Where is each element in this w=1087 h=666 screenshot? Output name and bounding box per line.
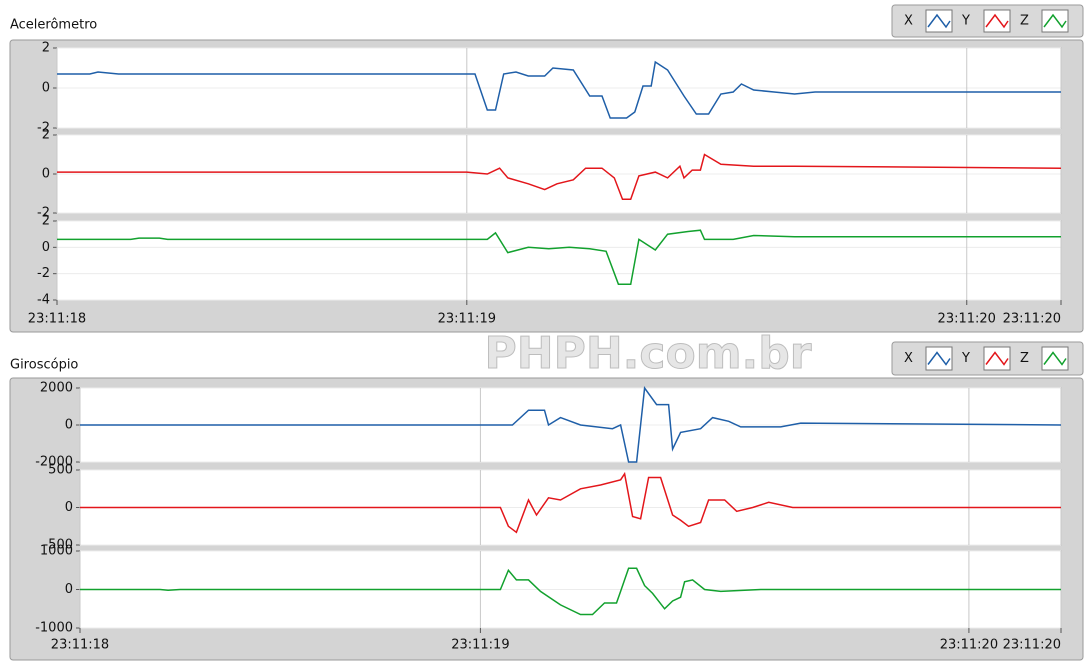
- legend-label: Z: [1020, 351, 1029, 366]
- panel-title: Giroscópio: [10, 358, 78, 373]
- data-line: [80, 385, 1062, 463]
- y-tick-label: -4: [37, 293, 50, 308]
- y-tick-label: -2: [37, 121, 50, 136]
- y-tick-label: 0: [42, 81, 50, 96]
- legend-swatch: [1041, 9, 1069, 33]
- y-tick-label: 2000: [40, 381, 73, 396]
- legend-swatch: [983, 9, 1011, 33]
- legend-swatch: [1041, 346, 1069, 371]
- x-tick-label: 23:11:19: [451, 638, 509, 653]
- y-tick-label: -500: [43, 538, 73, 553]
- y-tick-label: -1000: [35, 621, 73, 636]
- x-tick-label: 23:11:20: [1003, 638, 1061, 653]
- y-tick-label: 2: [42, 41, 50, 56]
- y-tick-label: 0: [42, 240, 50, 255]
- legend-line: [927, 13, 951, 29]
- data-line: [80, 471, 1061, 534]
- watermark: PHPH.com.br: [485, 328, 812, 379]
- legend-swatch: [925, 346, 953, 371]
- y-tick-label: 0: [42, 167, 50, 182]
- x-tick-label: 23:11:19: [438, 312, 496, 327]
- y-tick-label: 0: [65, 500, 73, 515]
- x-tick-label: 23:11:20: [938, 312, 996, 327]
- legend-swatch: [925, 9, 953, 33]
- legend-line: [985, 351, 1009, 366]
- y-tick-label: -2: [37, 266, 50, 281]
- legend-label: X: [904, 351, 913, 366]
- data-line: [80, 567, 1061, 616]
- y-tick-label: 0: [65, 418, 73, 433]
- legend-label: X: [904, 14, 913, 29]
- data-line: [57, 60, 1061, 119]
- y-tick-label: -2000: [35, 455, 73, 470]
- legend-line: [927, 351, 951, 366]
- y-tick-label: 0: [65, 582, 73, 597]
- legend-swatch: [983, 346, 1011, 371]
- legend-label: Y: [961, 14, 970, 29]
- y-tick-label: 500: [48, 463, 73, 478]
- y-tick-label: -2: [37, 206, 50, 221]
- data-line: [57, 153, 1062, 201]
- plot-area: [56, 220, 1062, 301]
- data-line: [57, 229, 1061, 285]
- x-tick-label: 23:11:20: [1003, 312, 1061, 327]
- panel-title: Acelerômetro: [10, 18, 97, 33]
- legend-line: [1043, 13, 1067, 29]
- legend-line: [1043, 351, 1067, 366]
- y-tick-label: 2: [42, 214, 50, 229]
- y-tick-label: 2: [42, 128, 50, 143]
- x-tick-label: 23:11:18: [28, 312, 86, 327]
- x-tick-label: 23:11:18: [51, 638, 109, 653]
- legend-line: [985, 13, 1009, 29]
- x-tick-label: 23:11:20: [940, 638, 998, 653]
- y-tick-label: 1000: [40, 544, 73, 559]
- legend-label: Z: [1020, 14, 1029, 29]
- legend-label: Y: [961, 351, 970, 366]
